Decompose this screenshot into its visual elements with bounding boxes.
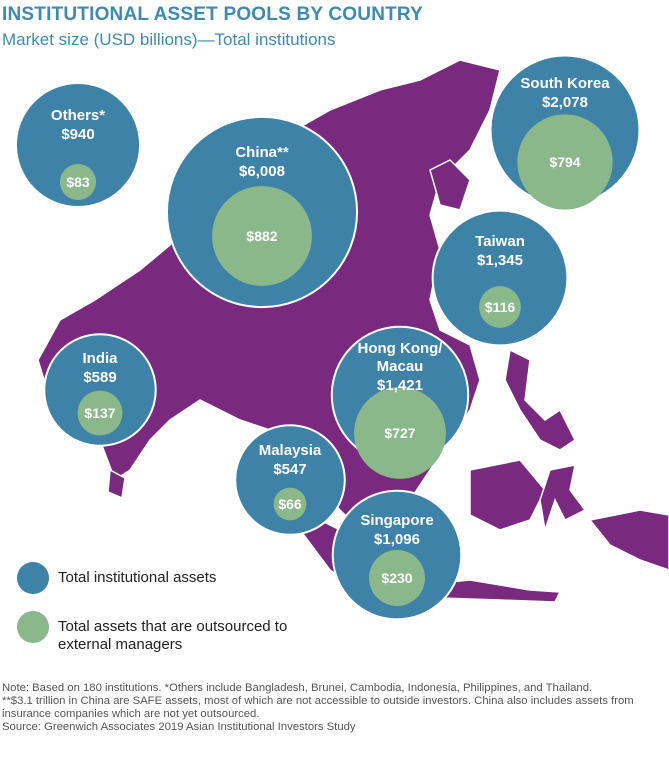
bubble-label: Singapore [360,512,434,529]
map-sulawesi [539,464,587,531]
note: **$3.1 trillion in China are SAFE assets… [2,695,634,720]
map-sri-lanka [107,468,126,500]
outsourced-bubble [77,390,123,436]
bubble-label: Taiwan [475,233,525,250]
total-value-label: $940 [61,126,95,143]
map-philippines [504,348,576,451]
bubble-label: Others* [50,107,106,124]
outsourced-bubble [479,286,521,328]
legend [17,562,49,643]
legend-label: Total assets that are outsourced to exte… [58,618,288,653]
total-value-label: $1,345 [477,252,523,269]
outsourced-value-label: $727 [384,425,416,441]
outsourced-value-label: $882 [246,228,278,244]
bubble-label: China** [235,144,289,161]
legend-label: Total institutional assets [58,569,217,586]
legend-swatch [17,611,49,643]
total-value-label: $1,421 [377,377,423,394]
map-new-guinea [588,509,669,571]
map-borneo [469,459,546,531]
total-value-label: $589 [83,369,117,386]
outsourced-value-label: $794 [549,154,581,170]
outsourced-value-label: $137 [84,405,116,421]
total-value-label: $6,008 [239,163,285,180]
total-bubble [234,424,346,536]
total-bubble [14,81,142,209]
legend-swatch [17,562,49,594]
outsourced-bubble [517,114,613,210]
notes: Note: Based on 180 institutions. *Others… [2,682,668,734]
outsourced-value-label: $230 [381,570,413,586]
outsourced-value-label: $83 [66,174,90,190]
total-value-label: $547 [273,461,307,478]
chart-subtitle: Market size (USD billions)—Total institu… [2,30,336,49]
bubble-label: Hong Kong/ Macau [357,340,443,375]
total-bubble [43,333,157,447]
chart-title: INSTITUTIONAL ASSET POOLS BY COUNTRY [2,4,424,25]
bubbles [14,54,641,621]
total-bubble [431,209,569,347]
total-value-label: $1,096 [374,531,420,548]
outsourced-bubble [369,550,425,606]
outsourced-bubble [354,387,446,479]
outsourced-bubble [212,186,312,286]
outsourced-value-label: $116 [484,299,516,315]
note: Source: Greenwich Associates 2019 Asian … [2,721,356,733]
map-korea-japan [429,159,471,211]
outsourced-bubble [59,163,97,201]
total-value-label: $2,078 [542,94,588,111]
outsourced-bubble [273,487,307,521]
bubble-label: Malaysia [258,442,322,459]
bubble-label: South Korea [520,75,610,92]
bubble-label: India [82,350,118,367]
note: Note: Based on 180 institutions. *Others… [2,682,593,694]
outsourced-value-label: $66 [278,496,302,512]
